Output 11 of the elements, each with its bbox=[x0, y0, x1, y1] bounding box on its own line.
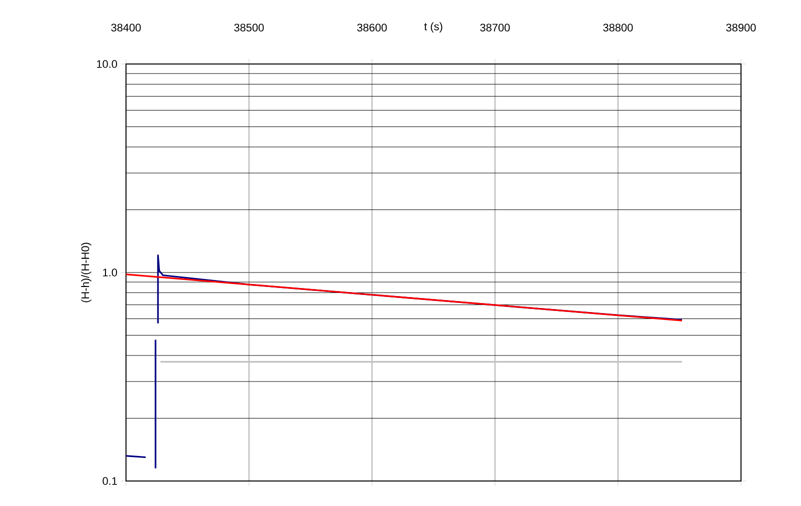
y-tick-label: 1.0 bbox=[103, 268, 118, 276]
y-axis-title: (H-h)/(H-H0) bbox=[81, 242, 92, 302]
x-tick-label: 38800 bbox=[603, 24, 633, 32]
x-axis-title: t (s) bbox=[424, 22, 442, 32]
y-tick-label: 10.0 bbox=[96, 60, 118, 68]
x-tick-label: 38600 bbox=[357, 24, 387, 32]
y-tick-label: 0.1 bbox=[102, 477, 117, 485]
x-tick-label: 38400 bbox=[111, 24, 141, 32]
x-tick-label: 38500 bbox=[234, 24, 264, 32]
x-tick-label: 38900 bbox=[726, 24, 756, 32]
x-tick-label: 38700 bbox=[480, 24, 510, 32]
